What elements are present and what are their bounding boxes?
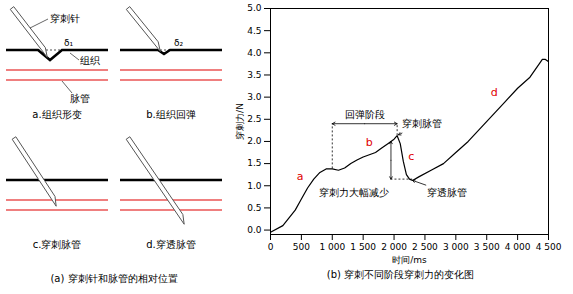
- svg-text:4.5: 4.5: [247, 26, 261, 36]
- svg-text:500: 500: [293, 242, 310, 252]
- svg-text:b.组织回弹: b.组织回弹: [146, 109, 196, 120]
- svg-text:脉管: 脉管: [70, 93, 90, 104]
- svg-text:3 500: 3 500: [474, 242, 500, 252]
- html-text:(a) 穿刺针和脉管的相对位置: (a) 穿刺针和脉管的相对位置: [50, 273, 178, 284]
- svg-text:穿刺力/N: 穿刺力/N: [235, 103, 245, 140]
- svg-text:3.0: 3.0: [247, 92, 262, 102]
- html-text:(b) 穿刺不同阶段穿刺力的变化图: (b) 穿刺不同阶段穿刺力的变化图: [326, 269, 475, 280]
- svg-text:4.0: 4.0: [247, 48, 262, 58]
- svg-text:2 000: 2 000: [381, 242, 407, 252]
- svg-text:a.组织形变: a.组织形变: [32, 109, 81, 120]
- svg-text:4 500: 4 500: [536, 242, 562, 252]
- svg-text:1 500: 1 500: [350, 242, 376, 252]
- svg-text:δ₂: δ₂: [174, 38, 184, 48]
- svg-text:5.0: 5.0: [247, 3, 262, 13]
- svg-text:1.0: 1.0: [247, 181, 262, 191]
- svg-text:0.0: 0.0: [247, 225, 262, 235]
- svg-text:穿刺力大幅减少: 穿刺力大幅减少: [319, 187, 389, 198]
- svg-text:0.5: 0.5: [247, 203, 261, 213]
- svg-text:c: c: [408, 150, 414, 163]
- svg-text:回弹阶段: 回弹阶段: [345, 109, 385, 120]
- svg-text:组织: 组织: [80, 55, 100, 66]
- svg-text:3.5: 3.5: [247, 70, 261, 80]
- svg-text:a: a: [297, 170, 304, 183]
- svg-text:2.5: 2.5: [247, 114, 261, 124]
- svg-text:1 000: 1 000: [319, 242, 345, 252]
- svg-text:d.穿透脉管: d.穿透脉管: [146, 239, 196, 250]
- svg-text:3 000: 3 000: [443, 242, 469, 252]
- svg-text:4 000: 4 000: [505, 242, 531, 252]
- svg-text:穿刺脉管: 穿刺脉管: [402, 118, 442, 129]
- svg-text:2.0: 2.0: [247, 136, 262, 146]
- svg-text:δ₁: δ₁: [64, 38, 74, 48]
- svg-text:2 500: 2 500: [412, 242, 438, 252]
- svg-text:穿透脉管: 穿透脉管: [427, 187, 467, 198]
- svg-text:b: b: [366, 136, 373, 149]
- svg-text:时间/ms: 时间/ms: [392, 255, 427, 265]
- svg-text:0: 0: [268, 242, 274, 252]
- svg-text:d: d: [491, 86, 498, 99]
- svg-text:穿刺针: 穿刺针: [50, 13, 80, 24]
- svg-text:c.穿刺脉管: c.穿刺脉管: [33, 239, 82, 250]
- svg-text:1.5: 1.5: [247, 158, 261, 168]
